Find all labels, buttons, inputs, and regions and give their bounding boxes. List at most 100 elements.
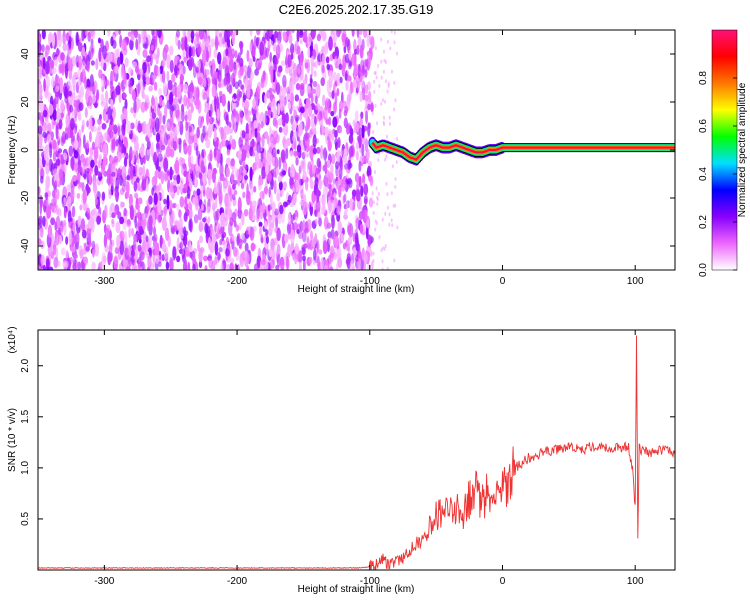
spectrogram-noise-blob xyxy=(176,174,181,185)
spectrogram-noise-blob xyxy=(322,31,327,41)
spectrogram-noise-blob xyxy=(206,205,211,214)
spectrogram-noise-blob xyxy=(52,142,58,155)
spectrogram-noise-blob xyxy=(141,215,146,231)
spectrogram-noise-blob xyxy=(258,221,263,228)
spectrogram-noise-blob xyxy=(107,51,113,63)
spectrogram-noise-blob xyxy=(216,96,220,109)
spectrogram-noise-blob xyxy=(197,46,202,55)
spectrogram-noise-blob xyxy=(129,205,134,221)
spectrogram-noise-blob xyxy=(46,175,51,189)
spectrogram-x-tick-label: 0 xyxy=(500,276,506,287)
spectrogram-noise-blob xyxy=(169,45,174,56)
spectrogram-noise-blob xyxy=(164,132,168,146)
spectrogram-noise-blob xyxy=(176,255,181,263)
spectrogram-noise-blob xyxy=(332,51,336,60)
spectrogram-noise-blob xyxy=(344,37,350,48)
spectrogram-noise-blob xyxy=(92,80,98,92)
spectrogram-noise-blob xyxy=(96,132,100,147)
spectrogram-noise-blob xyxy=(323,174,329,187)
spectrogram-noise-blob xyxy=(393,30,396,35)
spectrogram-noise-blob xyxy=(299,38,303,45)
spectrogram-noise-blob xyxy=(300,189,304,200)
spectrogram-noise-blob xyxy=(141,261,145,270)
spectrogram-noise-blob xyxy=(242,161,246,169)
spectrogram-noise-blob xyxy=(385,134,388,139)
spectrogram-noise-blob xyxy=(200,132,205,143)
spectrogram-noise-blob xyxy=(338,63,343,71)
spectrogram-noise-blob xyxy=(267,152,273,166)
spectrogram-noise-blob xyxy=(381,217,384,222)
snr-y-tick-label: 1.0 xyxy=(20,460,31,474)
spectrogram-noise-blob xyxy=(56,108,61,123)
spectrogram-noise-blob xyxy=(134,215,138,229)
spectrogram-noise-blob xyxy=(102,142,108,157)
spectrogram-noise-blob xyxy=(281,127,287,134)
spectrogram-noise-blob xyxy=(367,90,372,103)
spectrogram-x-axis: -300 -200 -100 0 100 xyxy=(94,30,644,287)
spectrogram-noise-blob xyxy=(124,230,128,245)
spectrogram-noise-blob xyxy=(107,30,111,37)
spectrogram-noise-blob xyxy=(329,245,335,259)
spectrogram-noise-blob xyxy=(187,185,191,199)
spectrogram-noise-blob xyxy=(177,39,181,50)
spectrogram-noise-blob xyxy=(361,124,365,139)
spectrogram-noise-blob xyxy=(82,189,87,205)
spectrogram-noise-blob xyxy=(265,229,269,237)
spectrogram-noise-blob xyxy=(143,81,147,87)
spectrogram-noise-blob xyxy=(133,262,137,270)
spectrogram-noise-blob xyxy=(85,140,90,150)
spectrogram-noise-blob xyxy=(191,106,195,112)
spectrogram-noise-blob xyxy=(125,181,130,196)
spectrogram-noise-blob xyxy=(137,244,142,252)
spectrogram-noise-blob xyxy=(166,70,170,82)
spectrogram-noise-blob xyxy=(322,205,326,213)
spectrogram-noise-blob xyxy=(141,38,147,44)
spectrogram-noise-blob xyxy=(318,178,322,190)
spectrogram-noise-blob xyxy=(265,235,269,245)
spectrogram-noise-blob xyxy=(292,63,298,78)
spectrogram-noise-blob xyxy=(284,233,289,244)
spectrogram-noise-blob xyxy=(155,132,161,143)
spectrogram-noise-blob xyxy=(138,68,144,76)
spectrogram-noise-blob xyxy=(204,107,208,114)
spectrogram-noise-blob xyxy=(109,239,115,247)
spectrogram-noise-blob xyxy=(254,126,258,139)
spectrogram-noise-blob xyxy=(340,232,345,243)
spectrogram-noise-blob xyxy=(282,201,288,208)
spectrogram-noise-blob xyxy=(393,80,396,85)
spectrogram-noise-blob xyxy=(128,247,131,257)
spectrogram-noise-blob xyxy=(213,130,217,142)
spectrogram-noise-blob xyxy=(176,84,182,100)
spectrogram-noise-blob xyxy=(296,228,300,235)
spectrogram-noise-blob xyxy=(384,157,387,162)
spectrogram-noise-blob xyxy=(219,173,225,182)
spectrogram-noise-blob xyxy=(46,257,50,270)
spectrogram-noise-blob xyxy=(279,204,284,215)
spectrogram-noise-blob xyxy=(260,75,265,84)
spectrogram-noise-blob xyxy=(220,30,226,35)
spectrogram-noise-blob xyxy=(232,183,236,190)
spectrogram-noise-blob xyxy=(328,128,332,140)
spectrogram-noise-blob xyxy=(302,258,306,270)
spectrogram-noise-blob xyxy=(227,180,231,189)
spectrogram-noise-blob xyxy=(343,109,348,117)
spectrogram-noise-blob xyxy=(45,45,50,51)
spectrogram-noise-blob xyxy=(185,127,190,142)
spectrogram-noise-blob xyxy=(349,259,355,270)
spectrogram-noise-blob xyxy=(378,83,381,88)
spectrogram-noise-blob xyxy=(55,204,59,216)
spectrogram-noise-blob xyxy=(325,41,329,50)
spectrogram-noise-blob xyxy=(353,63,359,77)
spectrogram-noise-blob xyxy=(376,121,379,126)
spectrogram-noise-blob xyxy=(378,235,381,240)
spectrogram-noise-blob xyxy=(237,263,240,270)
spectrogram-noise-blob xyxy=(52,168,58,178)
spectrogram-noise-blob xyxy=(97,125,102,131)
spectrogram-noise-blob xyxy=(242,191,246,199)
spectrogram-noise-blob xyxy=(364,198,368,205)
spectrogram-noise-blob xyxy=(159,96,163,107)
spectrogram-noise-blob xyxy=(39,111,44,125)
spectrogram-noise-blob xyxy=(269,126,272,139)
spectrogram-noise-blob xyxy=(321,45,325,54)
spectrogram-noise-blob xyxy=(395,160,398,165)
